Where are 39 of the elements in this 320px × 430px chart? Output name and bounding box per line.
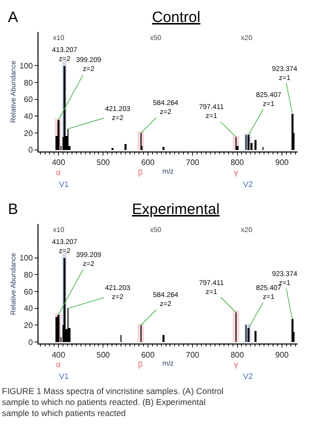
chart-title: Experimental bbox=[132, 201, 220, 218]
y-tick-label: 100 bbox=[19, 62, 34, 71]
band-label: α bbox=[56, 360, 61, 369]
x-tick-label: 800 bbox=[230, 158, 244, 168]
band-label: γ bbox=[234, 168, 238, 177]
y-tick-label: 20 bbox=[24, 321, 34, 330]
chart-title: Control bbox=[152, 9, 200, 26]
y-tick-label: 60 bbox=[24, 287, 34, 296]
text: A bbox=[8, 9, 18, 26]
x-tick-label: 400 bbox=[52, 158, 66, 168]
y-tick-label: 80 bbox=[24, 78, 34, 88]
x-tick-label: 400 bbox=[52, 350, 66, 360]
x-tick-label: 700 bbox=[186, 158, 200, 168]
x-tick-label: 900 bbox=[275, 158, 290, 168]
x-tick-label: 600 bbox=[141, 350, 156, 360]
band-label: V1 bbox=[59, 372, 70, 381]
band-label: β bbox=[138, 168, 143, 177]
band-label: γ bbox=[234, 360, 238, 369]
x-tick-label: 600 bbox=[141, 158, 156, 168]
y-tick-label: 40 bbox=[24, 112, 34, 122]
y-tick-label: 20 bbox=[24, 128, 34, 138]
y-tick-label: 0 bbox=[28, 146, 34, 155]
y-tick-label: 0 bbox=[28, 338, 34, 347]
y-tick-label: 40 bbox=[24, 304, 34, 314]
y-tick-label: 60 bbox=[24, 95, 34, 104]
band-label: V2 bbox=[243, 372, 254, 381]
x-tick-label: 900 bbox=[275, 350, 290, 360]
caption: FIGURE 1 Mass spectra of vincristine samples. (A) Control sample to which no patients reacted. (B) Experimental sample to which patients reacted bbox=[2, 386, 224, 418]
x-tick-label: 500 bbox=[96, 158, 110, 168]
band-label: α bbox=[56, 168, 61, 177]
x-tick-label: 500 bbox=[96, 350, 110, 360]
x-tick-label: 700 bbox=[186, 350, 200, 360]
y-tick-label: 80 bbox=[24, 270, 34, 280]
band-label: β bbox=[138, 360, 143, 369]
band-label: V2 bbox=[243, 180, 254, 189]
y-tick-label: 100 bbox=[19, 254, 34, 263]
band-label: V1 bbox=[59, 180, 70, 189]
text: B bbox=[8, 201, 18, 218]
x-tick-label: 800 bbox=[230, 350, 244, 360]
